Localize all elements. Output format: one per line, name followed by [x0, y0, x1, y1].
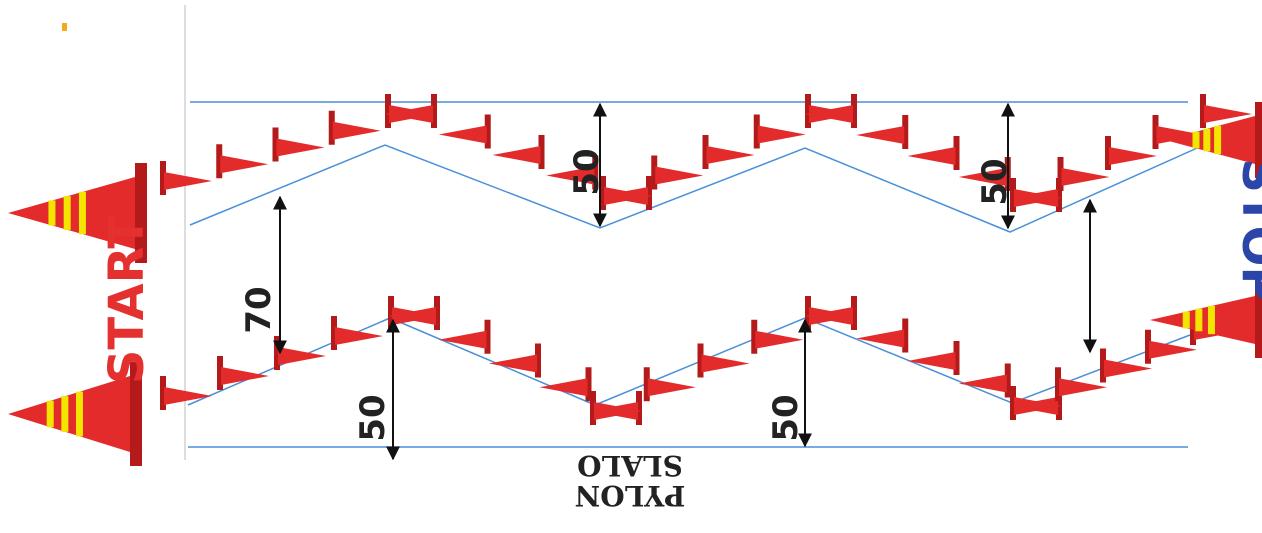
top-right-height-label: 50: [975, 158, 1015, 205]
dimension-arrows: [273, 102, 1097, 461]
traffic-cone-icon: [643, 367, 696, 402]
traffic-cone-icon: [385, 94, 437, 128]
traffic-cone-icon: [272, 127, 325, 162]
traffic-cone-icon: [1145, 329, 1197, 364]
traffic-cone-icon: [1057, 157, 1110, 191]
traffic-cone-icon: [8, 163, 147, 263]
traffic-cone-icon: [856, 115, 909, 149]
start-label: START: [99, 216, 155, 385]
cone-rows: [160, 94, 1252, 425]
traffic-cone-icon: [1165, 102, 1262, 178]
traffic-cone-icon: [1105, 136, 1157, 170]
traffic-cone-icon: [702, 135, 755, 169]
traffic-cone-icon: [753, 114, 806, 149]
traffic-cone-icon: [489, 343, 541, 378]
traffic-cone-icon: [388, 296, 440, 330]
traffic-cone-icon: [697, 343, 750, 378]
stop-label: STOP: [1231, 158, 1262, 301]
traffic-cone-icon: [1055, 367, 1107, 402]
traffic-cone-icon: [438, 319, 491, 354]
traffic-cone-icon: [328, 110, 381, 145]
traffic-cone-icon: [331, 316, 383, 350]
traffic-cone-icon: [590, 391, 642, 425]
traffic-cone-icon: [907, 136, 960, 170]
traffic-cone-icon: [160, 161, 212, 195]
traffic-cone-icon: [958, 363, 1011, 398]
pylon-subtitle: SLALO: [577, 449, 683, 482]
lane-gap-label: 70: [239, 286, 279, 333]
traffic-cone-icon: [217, 356, 269, 390]
top-left-height-label: 50: [567, 148, 607, 195]
traffic-cone-icon: [856, 318, 909, 353]
large-cones: [8, 102, 1262, 466]
traffic-cone-icon: [160, 376, 212, 410]
traffic-cone-icon: [216, 144, 269, 179]
traffic-cone-icon: [907, 341, 960, 375]
traffic-cone-icon: [805, 94, 857, 128]
upper-zigzag-line: [189, 139, 1216, 233]
traffic-cone-icon: [1150, 282, 1262, 358]
bottom-right-height-label: 50: [766, 394, 806, 441]
traffic-cone-icon: [651, 155, 704, 190]
bottom-left-height-label: 50: [353, 394, 393, 441]
corner-mark: [62, 23, 67, 31]
pylon-caption: PYLON SLALO: [575, 449, 686, 512]
traffic-cone-icon: [438, 114, 491, 149]
traffic-cone-icon: [805, 296, 857, 330]
traffic-cone-icon: [1200, 94, 1252, 128]
pylon-title: PYLON: [575, 479, 686, 512]
traffic-cone-icon: [1010, 386, 1062, 420]
traffic-cone-icon: [8, 362, 142, 466]
traffic-cone-icon: [1100, 348, 1152, 383]
traffic-cone-icon: [751, 319, 804, 354]
traffic-cone-icon: [492, 135, 545, 169]
